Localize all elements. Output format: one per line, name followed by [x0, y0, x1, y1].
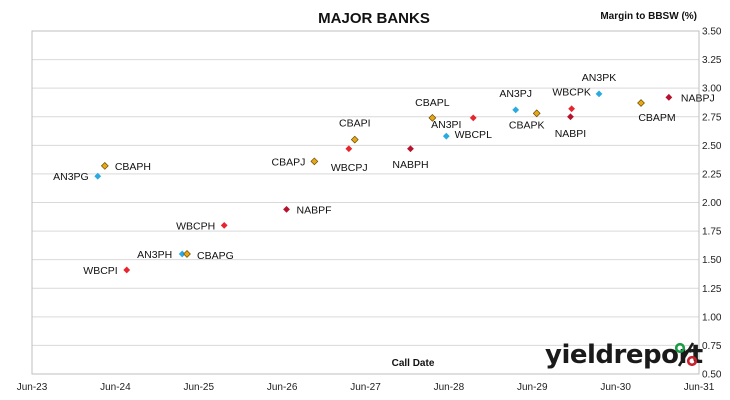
point-cbapj [310, 157, 319, 166]
point-nabpi [567, 113, 574, 121]
x-tick-label: Jun-23 [17, 382, 48, 393]
point-an3pg [94, 172, 102, 180]
point-labels: AN3PG CBAPH WBCPI AN3PH CBAPG WBCPH NABPF CBAPJ… [53, 72, 715, 277]
point-label-an3pj: AN3PJ [499, 88, 532, 100]
point-label-cbapj: CBAPJ [272, 156, 306, 168]
y-tick-label: 1.50 [702, 255, 722, 266]
point-label-cbapl: CBAPL [415, 97, 450, 109]
point-label-nabph: NABPH [392, 159, 428, 171]
point-label-an3ph: AN3PH [137, 249, 172, 261]
x-tick-label: Jun-28 [434, 382, 465, 393]
point-nabpf [283, 205, 290, 213]
point-label-wbcpk: WBCPK [552, 87, 591, 99]
chart-title: MAJOR BANKS [318, 10, 430, 27]
point-label-cbapk: CBAPK [509, 119, 545, 131]
y-tick-label: 3.25 [702, 55, 722, 66]
y-tick-label: 0.75 [702, 341, 722, 352]
point-label-nabpj: NABPJ [681, 92, 715, 104]
points [94, 90, 673, 274]
y-axis-title: Margin to BBSW (%) [600, 11, 697, 22]
logo-percent-icon [674, 339, 698, 376]
point-cbapl [428, 113, 437, 122]
y-tick-label: 2.00 [702, 198, 722, 209]
point-wbcph [220, 221, 228, 229]
point-cbaph [100, 162, 109, 170]
yieldreport-logo: yieldreport [545, 340, 705, 372]
point-cbapi [350, 135, 359, 144]
y-tick-label: 3.00 [702, 84, 722, 95]
y-tick-label: 1.75 [702, 227, 722, 238]
point-wbcpk [568, 105, 576, 113]
point-label-nabpf: NABPF [297, 204, 332, 216]
x-axis-title: Call Date [392, 358, 435, 369]
point-nabpj [665, 93, 673, 101]
y-tick-label: 3.50 [702, 27, 722, 38]
x-tick-label: Jun-27 [350, 382, 381, 393]
point-label-an3pg: AN3PG [53, 171, 89, 183]
point-label-an3pi: AN3PI [431, 119, 461, 131]
point-label-cbapg: CBAPG [197, 250, 234, 262]
point-an3pi [442, 132, 450, 140]
y-tick-label: 2.50 [702, 141, 722, 152]
y-tick-label: 2.25 [702, 169, 722, 180]
point-label-an3pk: AN3PK [582, 72, 616, 84]
point-cbapm [637, 99, 645, 107]
x-tick-label: Jun-30 [600, 382, 631, 393]
point-cbapk [532, 109, 541, 118]
grid [32, 30, 699, 375]
point-label-cbaph: CBAPH [115, 161, 151, 173]
point-cbapg [183, 250, 191, 258]
y-tick-label: 1.25 [702, 284, 722, 295]
x-tick-label: Jun-26 [267, 382, 298, 393]
point-label-cbapi: CBAPI [339, 118, 371, 130]
point-label-wbcpl: WBCPL [455, 129, 493, 141]
point-label-wbcpi: WBCPI [83, 265, 117, 277]
x-tick-label: Jun-24 [100, 382, 131, 393]
x-tick-label: Jun-25 [183, 382, 214, 393]
x-tick-label: Jun-29 [517, 382, 548, 393]
point-nabph [407, 145, 414, 153]
x-ticks: Jun-23 Jun-24 Jun-25 Jun-26 Jun-27 Jun-28 Jun-… [17, 382, 715, 393]
point-label-wbcpj: WBCPJ [331, 162, 368, 174]
point-wbcpj [345, 145, 353, 153]
point-label-wbcph: WBCPH [176, 220, 215, 232]
point-wbcpi [123, 266, 131, 274]
plot-frame [31, 30, 700, 375]
y-tick-label: 0.50 [702, 370, 722, 381]
point-an3pj [512, 106, 520, 114]
y-tick-label: 1.00 [702, 312, 722, 323]
point-wbcpl [469, 114, 477, 122]
y-ticks: 0.50 0.75 1.00 1.25 1.50 1.75 2.00 2.25 2.50 2.75… [702, 27, 722, 381]
point-an3ph [178, 250, 186, 258]
point-label-nabpi: NABPI [555, 128, 587, 140]
point-label-cbapm: CBAPM [638, 112, 675, 124]
y-tick-label: 2.75 [702, 112, 722, 123]
point-an3pk [595, 90, 603, 98]
x-tick-label: Jun-31 [684, 382, 715, 393]
